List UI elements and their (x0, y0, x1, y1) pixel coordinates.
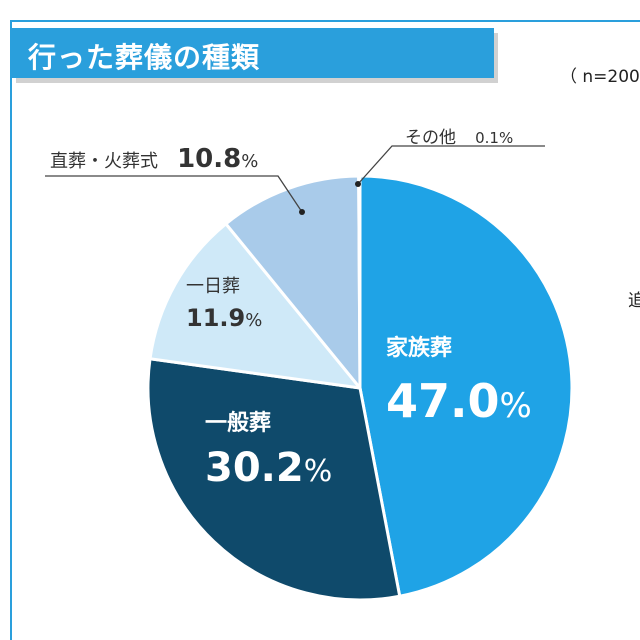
title-banner (12, 28, 494, 78)
slice-category-label: 一般葬 (205, 411, 272, 436)
slice-unit-label: % (245, 310, 263, 331)
pie-slice-kazokusou (358, 174, 574, 598)
pie-slice-sonota (357, 174, 362, 390)
slice-unit-label: % (498, 129, 514, 147)
slice-label-sonota: その他 0.1% (405, 123, 513, 148)
frame-top-line (10, 20, 640, 22)
cutoff-side-text: 追 (628, 291, 640, 311)
slice-label-kazokusou: 家族葬 47.0% (386, 330, 532, 428)
slice-value-label: 0.1 (475, 129, 499, 147)
leader-line-chokusou (45, 175, 303, 213)
pie-slice-ichinichisou (148, 222, 362, 390)
slice-label-chokusou: 直葬・火葬式 10.8% (50, 144, 258, 174)
slice-category-label: 直葬・火葬式 (50, 151, 158, 172)
slice-category-label: その他 (405, 128, 456, 148)
pie-slice-ippansou (146, 357, 402, 602)
slice-unit-label: % (241, 151, 259, 172)
leader-dot-sonota (355, 181, 361, 187)
slice-value-label: 47.0 (386, 374, 500, 428)
slice-value-label: 30.2 (205, 445, 304, 491)
slice-label-ichinichisou: 一日葬 11.9% (186, 272, 262, 332)
frame-left-line (10, 20, 12, 640)
slice-value-label: 10.8 (177, 144, 242, 174)
leader-dot-chokusou (299, 209, 305, 215)
leader-line-sonota (357, 145, 545, 185)
sample-size-note: （ n=200 (560, 67, 640, 87)
slice-value-label: 11.9 (186, 304, 246, 332)
slice-unit-label: % (303, 454, 333, 489)
slice-category-label: 一日葬 (186, 276, 240, 297)
slice-unit-label: % (499, 386, 532, 426)
pie-slice-chokusou (224, 174, 362, 390)
slice-label-ippansou: 一般葬 30.2% (205, 405, 332, 491)
slice-category-label: 家族葬 (386, 336, 453, 361)
chart-title: 行った葬儀の種類 (28, 41, 261, 74)
